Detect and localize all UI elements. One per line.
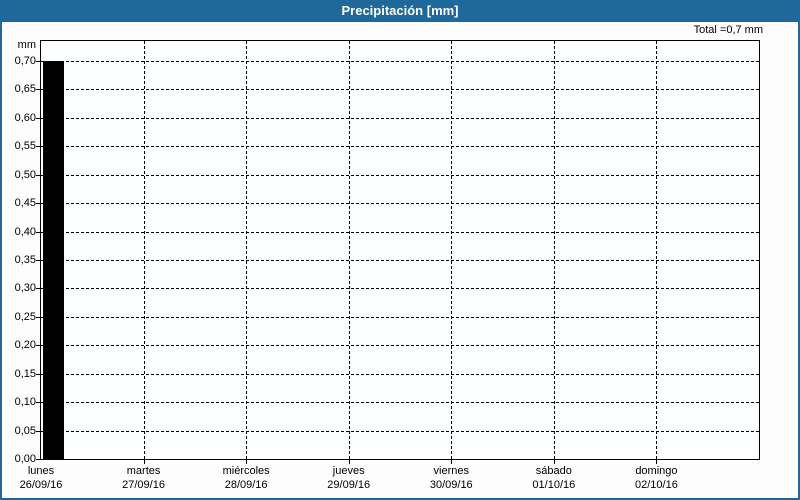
y-axis-tick	[36, 345, 41, 347]
date-label: 29/09/16	[327, 479, 371, 491]
horizontal-gridline	[41, 231, 759, 233]
plot-area	[40, 40, 760, 460]
y-axis-tick	[36, 316, 41, 318]
horizontal-gridline	[41, 260, 759, 261]
y-axis-tick	[36, 260, 41, 261]
y-axis-tick-label: 0,50	[14, 168, 36, 181]
x-axis-tick	[246, 460, 248, 464]
y-axis-tick	[36, 174, 41, 176]
x-axis-category-label: jueves 29/09/16	[298, 464, 400, 492]
date-label: 01/10/16	[532, 479, 576, 491]
window-title-bar: Precipitación [mm]	[0, 0, 800, 22]
y-axis-tick-label: 0,25	[14, 310, 36, 323]
y-axis-tick-label: 0,00	[14, 453, 36, 465]
y-axis-tick	[36, 61, 41, 62]
total-label: Total =0,7 mm	[693, 24, 763, 36]
date-label: 02/10/16	[635, 479, 678, 491]
horizontal-gridline	[41, 316, 759, 318]
x-axis-category-label: lunes 26/09/16	[0, 464, 92, 492]
horizontal-gridline	[41, 89, 759, 91]
date-label: 27/09/16	[122, 479, 165, 491]
x-axis-category-label: martes 27/09/16	[93, 464, 195, 492]
y-axis-tick-label: 0,65	[14, 83, 36, 96]
window-title: Precipitación [mm]	[341, 3, 459, 18]
vertical-gridline	[451, 41, 453, 459]
weekday-label: lunes	[27, 465, 55, 477]
y-axis-tick	[36, 402, 41, 404]
y-axis-tick-label: 0,55	[14, 140, 36, 153]
y-axis-tick-label: 0,05	[14, 424, 36, 437]
y-axis-tick	[36, 288, 41, 290]
vertical-gridline	[348, 41, 350, 459]
y-axis-tick-label: 0,60	[14, 111, 36, 124]
precipitation-bar	[43, 61, 64, 459]
vertical-gridline	[246, 41, 248, 459]
vertical-gridline	[553, 41, 555, 459]
weekday-label: miércoles	[222, 465, 270, 477]
y-axis-tick	[36, 373, 41, 375]
horizontal-gridline	[41, 373, 759, 375]
horizontal-gridline	[41, 345, 759, 347]
y-axis-tick	[36, 146, 41, 148]
y-axis-tick	[36, 203, 41, 205]
vertical-gridline	[656, 41, 658, 459]
y-axis-tick-label: 0,10	[14, 396, 36, 409]
x-axis-tick	[451, 460, 453, 464]
x-axis-tick	[656, 460, 658, 464]
y-axis-tick	[36, 231, 41, 233]
y-axis-tick	[36, 430, 41, 432]
horizontal-gridline	[41, 117, 759, 119]
weekday-label: domingo	[635, 465, 678, 477]
y-axis-tick-label: 0,35	[14, 254, 36, 266]
weekday-label: viernes	[433, 465, 470, 477]
x-axis-category-label: domingo 02/10/16	[605, 464, 707, 492]
y-axis-tick-label: 0,40	[14, 225, 36, 238]
y-axis-tick-label: 0,20	[14, 339, 36, 352]
horizontal-gridline	[41, 61, 759, 62]
date-label: 28/09/16	[224, 479, 268, 491]
y-axis-tick	[36, 117, 41, 119]
date-label: 26/09/16	[19, 479, 63, 491]
x-axis-tick	[553, 460, 555, 464]
y-axis-unit-label: mm	[17, 39, 36, 51]
y-axis-tick-label: 0,15	[14, 367, 36, 380]
y-axis-tick	[36, 89, 41, 91]
horizontal-gridline	[41, 174, 759, 176]
y-axis-tick	[36, 459, 41, 460]
horizontal-gridline	[41, 146, 759, 148]
weekday-label: martes	[126, 465, 161, 477]
x-axis-category-label: viernes 30/09/16	[400, 464, 502, 492]
x-axis-tick	[348, 460, 350, 464]
horizontal-gridline	[41, 203, 759, 205]
weekday-label: sábado	[535, 465, 572, 477]
vertical-gridline	[143, 41, 145, 459]
y-axis-tick-label: 0,70	[14, 55, 36, 67]
x-axis-category-label: miércoles 28/09/16	[195, 464, 297, 492]
x-axis-tick	[143, 460, 145, 464]
horizontal-gridline	[41, 430, 759, 432]
y-axis-tick-label: 0,45	[14, 197, 36, 210]
weekday-label: jueves	[332, 465, 365, 477]
x-axis-category-label: sábado 01/10/16	[503, 464, 605, 492]
horizontal-gridline	[41, 288, 759, 290]
date-label: 30/09/16	[429, 479, 473, 491]
y-axis-tick-label: 0,30	[14, 282, 36, 295]
horizontal-gridline	[41, 402, 759, 404]
